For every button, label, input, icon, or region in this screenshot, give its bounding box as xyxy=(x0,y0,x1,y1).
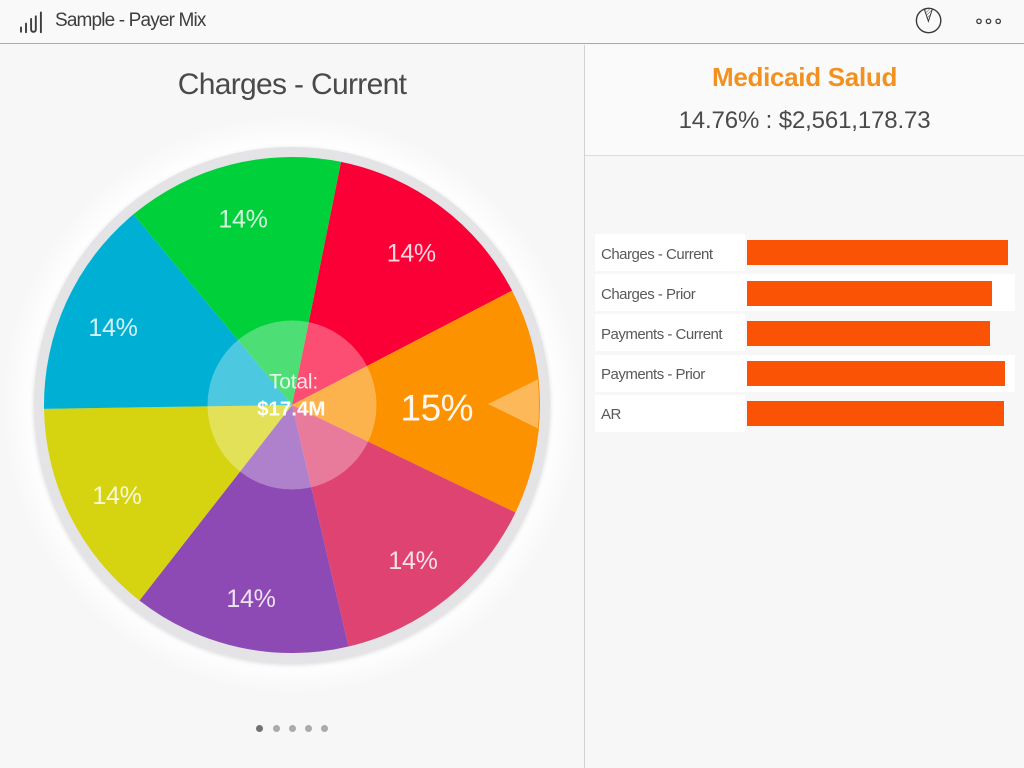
svg-text:Total:: Total: xyxy=(269,370,318,393)
svg-text:14%: 14% xyxy=(92,482,141,510)
svg-text:$17.4M: $17.4M xyxy=(257,397,325,420)
svg-text:14%: 14% xyxy=(218,206,267,234)
svg-text:14%: 14% xyxy=(226,585,275,613)
svg-text:15%: 15% xyxy=(401,387,474,428)
svg-text:14%: 14% xyxy=(388,547,437,575)
svg-text:14%: 14% xyxy=(387,239,436,267)
svg-text:14%: 14% xyxy=(88,314,137,342)
